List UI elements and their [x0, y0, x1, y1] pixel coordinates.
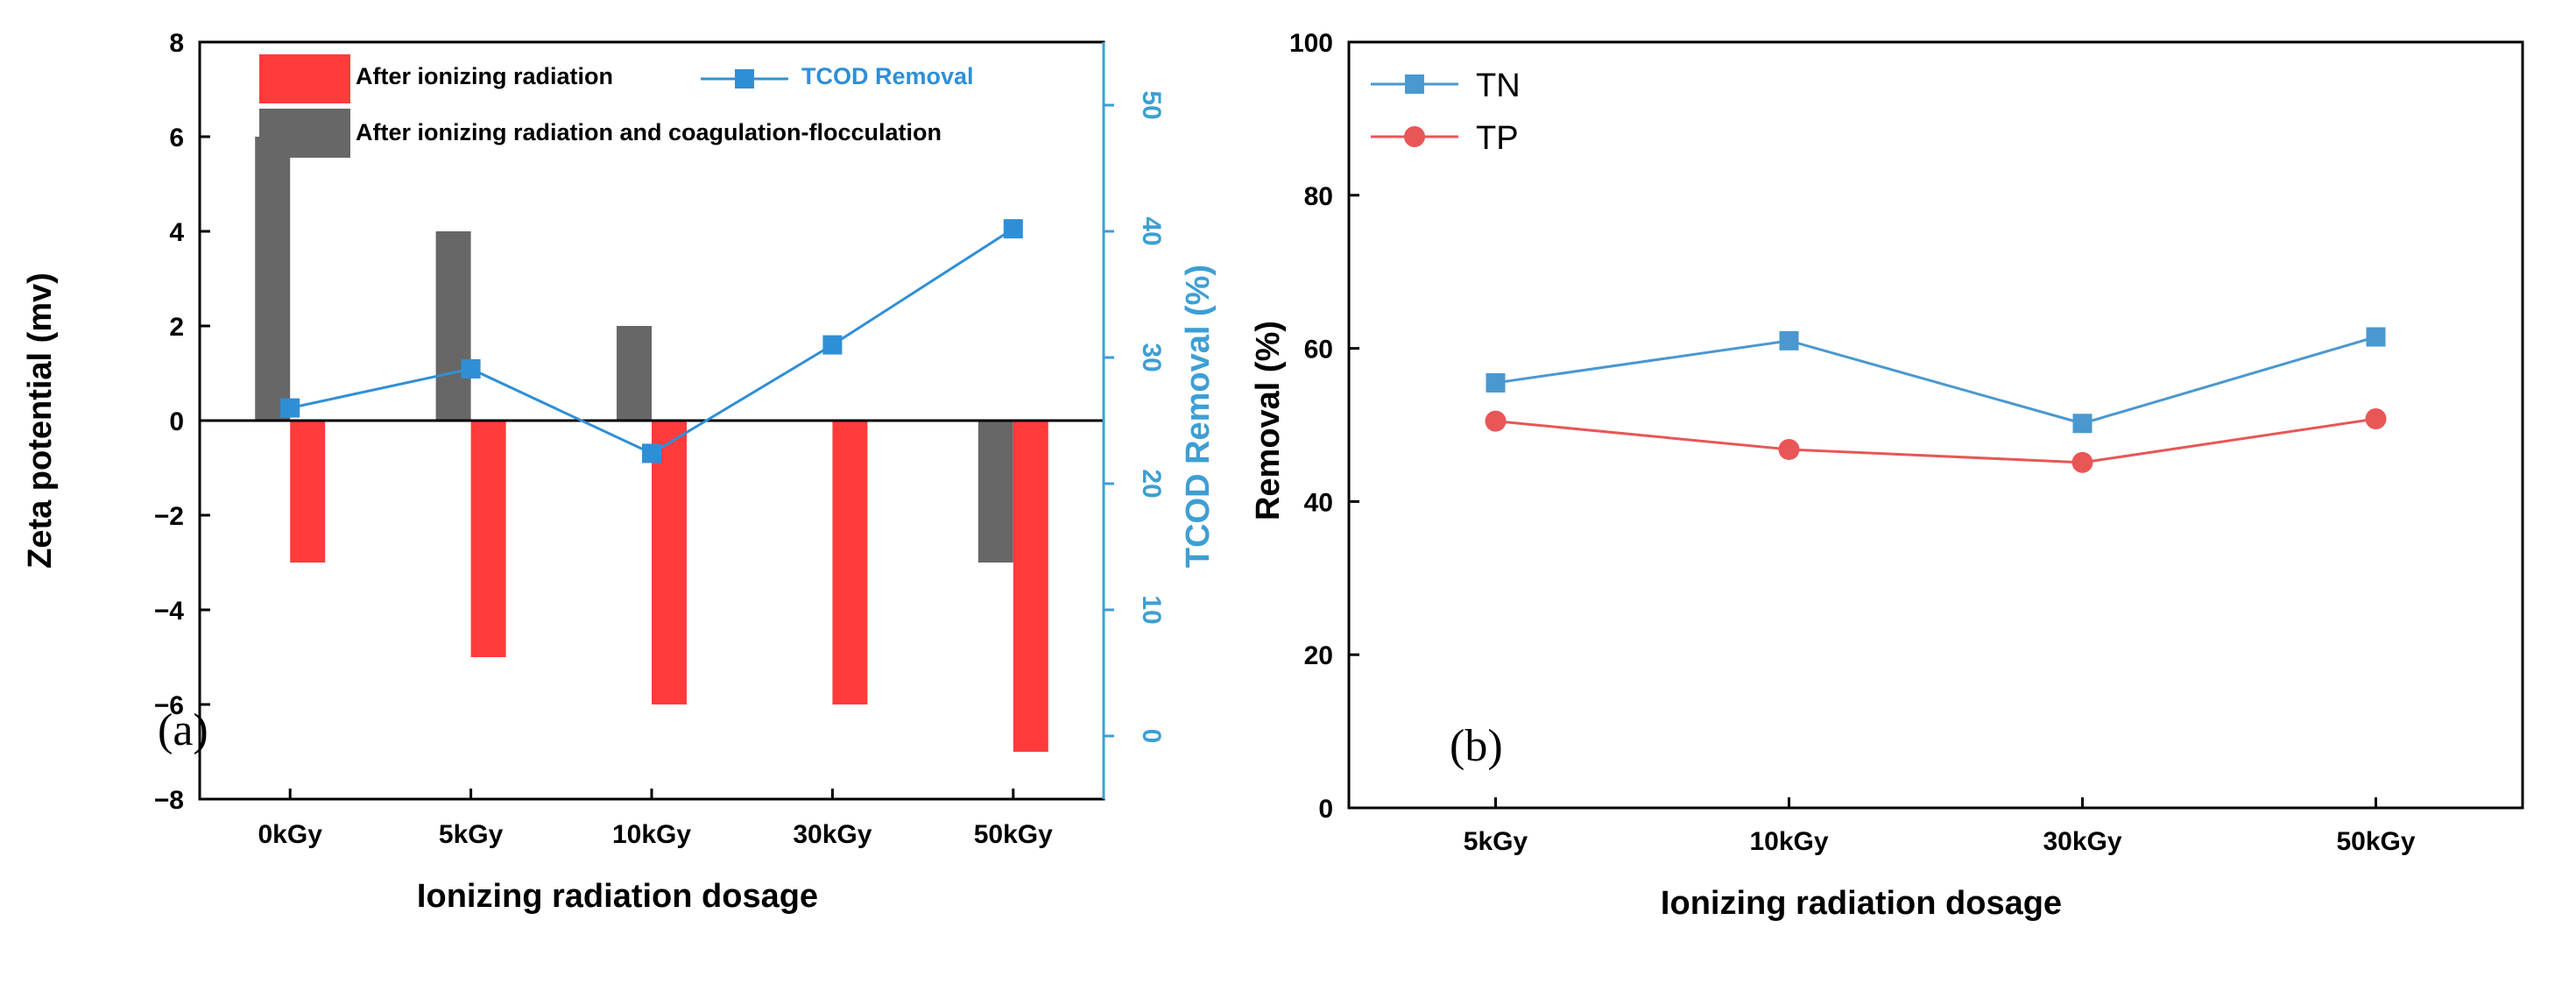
right-tick-label: 50 — [1137, 90, 1166, 119]
x-tick-label: 10kGy — [612, 820, 691, 849]
panel-b: 0 20 40 60 80 100 5kGy 10kGy 30kGy 50kGy Removal… — [1250, 29, 2524, 922]
y-tick-label: 2 — [169, 313, 184, 342]
bar-coagulation-flocculation — [617, 326, 652, 421]
tcod-removal-point — [461, 358, 481, 379]
right-tick-label: 10 — [1137, 595, 1166, 624]
tp-point — [1778, 438, 1800, 460]
bar-after-ionizing-radiation — [832, 421, 868, 704]
x-tick-label: 5kGy — [439, 820, 504, 849]
legend-marker-tn — [1405, 74, 1424, 94]
tcod-removal-point — [1003, 219, 1023, 239]
y-tick-label: 4 — [169, 218, 184, 247]
tp-point — [2365, 408, 2387, 430]
legend-marker-tcod — [735, 69, 754, 88]
y-tick-label: 8 — [169, 29, 184, 58]
legend-swatch-gray — [259, 109, 350, 158]
legend-label-tcod-removal: TCOD Removal — [801, 63, 974, 89]
y-tick-label: 0 — [169, 407, 184, 436]
tcod-removal-point — [822, 335, 843, 355]
y-tick-label: −2 — [154, 502, 184, 531]
right-tick-label: 30 — [1137, 343, 1166, 372]
tn-point — [2366, 327, 2386, 347]
x-tick-label: 50kGy — [2336, 827, 2415, 856]
bar-coagulation-flocculation — [977, 421, 1013, 563]
y-tick-label: 0 — [1318, 795, 1333, 824]
tcod-removal-point — [280, 398, 300, 418]
legend-label-tn: TN — [1476, 67, 1521, 104]
y-tick-label: 6 — [169, 124, 184, 152]
bar-after-ionizing-radiation — [290, 421, 326, 563]
x-tick-label: 0kGy — [258, 820, 323, 849]
y-tick-label: −4 — [154, 597, 185, 626]
tn-line — [1495, 336, 2376, 425]
panel-b-label: (b) — [1450, 721, 1503, 771]
panel-b-legend: TN TP — [1371, 67, 1521, 157]
panel-a-right-axis-title: TCOD Removal (%) — [1180, 265, 1217, 568]
bar-after-ionizing-radiation — [1013, 421, 1048, 752]
x-tick-label: 5kGy — [1464, 827, 1528, 856]
tcod-removal-point — [642, 443, 661, 464]
y-tick-label: 60 — [1304, 336, 1333, 365]
bar-after-ionizing-radiation — [470, 421, 506, 657]
right-tick-label: 40 — [1137, 216, 1166, 245]
legend-label-tp: TP — [1476, 120, 1519, 157]
panel-a-legend: After ionizing radiation After ionizing … — [259, 54, 974, 158]
bar-coagulation-flocculation — [255, 137, 291, 421]
y-tick-label: 100 — [1289, 29, 1333, 58]
tn-point — [2072, 414, 2093, 434]
x-tick-label: 10kGy — [1749, 827, 1828, 856]
tp-point — [2071, 451, 2093, 473]
panel-a-label: (a) — [158, 705, 208, 755]
y-tick-label: 20 — [1304, 641, 1333, 670]
right-tick-label: 20 — [1137, 469, 1166, 498]
y-tick-label: −6 — [154, 691, 184, 720]
y-tick-label: 40 — [1304, 488, 1333, 517]
bar-coagulation-flocculation — [435, 231, 471, 421]
bar-after-ionizing-radiation — [652, 421, 687, 704]
panel-a: −8 −6 −4 −2 0 2 4 6 8 0 10 20 30 40 50 0kGy 5kGy 10kGy 3… — [22, 29, 1217, 915]
x-tick-label: 30kGy — [2043, 827, 2121, 856]
legend-label-after-ionizing-radiation: After ionizing radiation — [356, 63, 613, 89]
panel-a-x-axis-title: Ionizing radiation dosage — [417, 878, 818, 915]
y-tick-label: −8 — [154, 786, 184, 815]
y-tick-label: 80 — [1304, 182, 1333, 211]
panel-b-plot-frame — [1347, 40, 2524, 810]
x-tick-label: 50kGy — [974, 820, 1053, 849]
legend-marker-tp — [1404, 126, 1425, 147]
tn-point — [1486, 372, 1506, 393]
right-tick-label: 0 — [1137, 729, 1166, 744]
tn-point — [1779, 330, 1799, 350]
tp-point — [1485, 410, 1507, 432]
panel-a-y-axis-title: Zeta potential (mv) — [22, 273, 59, 569]
legend-swatch-red — [259, 54, 350, 103]
tp-line — [1495, 417, 2376, 464]
panel-b-y-axis-title: Removal (%) — [1250, 321, 1287, 520]
panel-b-x-axis-title: Ionizing radiation dosage — [1661, 885, 2062, 922]
x-tick-label: 30kGy — [793, 820, 872, 849]
legend-label-coagulation-flocculation: After ionizing radiation and coagulation… — [356, 119, 942, 145]
